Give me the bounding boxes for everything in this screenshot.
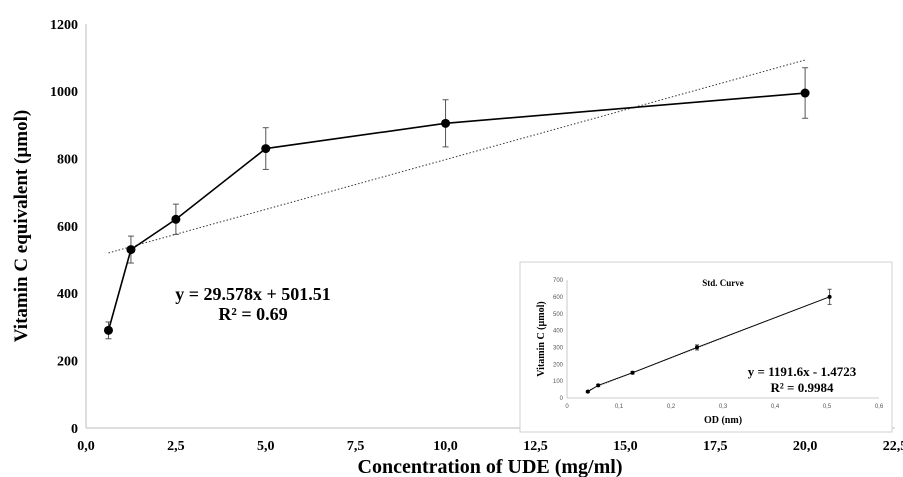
- main-trendline-line: [108, 59, 806, 254]
- main-data-point: [261, 144, 271, 154]
- main-x-tick-label: 0,0: [77, 439, 95, 454]
- main-y-tick-label: 1000: [50, 85, 78, 100]
- inset-data-point: [630, 370, 635, 375]
- inset-y-tick-label: 700: [553, 278, 564, 284]
- inset-x-tick-label: 0,3: [719, 404, 728, 410]
- main-data-point: [103, 325, 113, 335]
- inset-data-point: [695, 345, 699, 350]
- inset-x-tick-label: 0,4: [771, 404, 780, 410]
- inset-title: Std. Curve: [702, 278, 744, 288]
- main-trendline: [108, 59, 806, 254]
- main-y-ticks: 0 200 400 600 800 1000 1200: [50, 18, 78, 437]
- inset-y-tick-label: 300: [553, 346, 564, 352]
- main-series: [103, 88, 810, 335]
- inset-data-point: [596, 383, 601, 388]
- main-x-tick-label: 20,0: [793, 439, 818, 454]
- inset-x-tick-label: 0,1: [615, 404, 624, 410]
- main-data-point: [126, 245, 136, 255]
- inset-x-ticks: 0 0,1 0,2 0,3 0,4 0,5 0,6: [565, 404, 884, 410]
- main-x-tick-label: 2,5: [167, 439, 185, 454]
- main-y-tick-label: 1200: [50, 18, 78, 33]
- main-y-axis-title: Vitamin C equivalent (µmol): [11, 110, 32, 342]
- inset-equation: y = 1191.6x - 1.4723: [748, 364, 857, 379]
- inset-y-tick-label: 0: [560, 396, 564, 402]
- main-x-tick-label: 15,0: [613, 439, 638, 454]
- main-equation: y = 29.578x + 501.51: [175, 284, 331, 304]
- inset-y-tick-label: 400: [553, 329, 564, 335]
- inset-y-ticks: 0 100 200 300 400 500 600 700: [553, 278, 564, 402]
- inset-x-tick-label: 0,6: [875, 404, 884, 410]
- inset-x-tick-label: 0: [565, 404, 569, 410]
- main-data-point: [171, 214, 181, 224]
- main-y-tick-label: 400: [57, 287, 78, 302]
- inset-data-point: [827, 294, 832, 299]
- inset-x-tick-label: 0,5: [823, 404, 832, 410]
- inset-y-tick-label: 500: [553, 312, 564, 318]
- main-x-tick-label: 17,5: [703, 439, 728, 454]
- inset-data-point: [585, 389, 590, 394]
- inset-y-tick-label: 200: [553, 362, 564, 368]
- main-data-point: [441, 118, 451, 128]
- main-r-squared: R² = 0.69: [218, 304, 287, 324]
- inset-y-tick-label: 600: [553, 295, 564, 301]
- main-x-axis-title: Concentration of UDE (mg/ml): [358, 456, 623, 477]
- main-y-tick-label: 800: [57, 153, 78, 168]
- main-series-line: [107, 92, 806, 331]
- inset-chart: Std. Curve 0 100 200 300 400 500 600 700 0 0,1 0,…: [519, 261, 893, 433]
- main-x-tick-label: 5,0: [257, 439, 275, 454]
- main-y-tick-label: 600: [57, 220, 78, 235]
- main-data-point: [800, 88, 810, 98]
- inset-x-tick-label: 0,2: [667, 404, 676, 410]
- main-x-tick-label: 12,5: [523, 439, 548, 454]
- main-x-tick-label: 10,0: [433, 439, 458, 454]
- inset-x-axis-title: OD (nm): [704, 415, 742, 426]
- main-x-tick-label: 22,5: [883, 439, 903, 454]
- main-x-ticks: 0,0 2,5 5,0 7,5 10,0 12,5 15,0 17,5 20,0 22,5: [77, 439, 903, 454]
- main-x-tick-label: 7,5: [347, 439, 365, 454]
- inset-y-axis-title: Vitamin C (µmol): [536, 301, 547, 376]
- inset-y-tick-label: 100: [553, 379, 564, 385]
- main-y-tick-label: 0: [71, 422, 78, 437]
- inset-r-squared: R² = 0.9984: [771, 380, 834, 395]
- inset-series: [585, 294, 832, 394]
- main-y-tick-label: 200: [57, 355, 78, 370]
